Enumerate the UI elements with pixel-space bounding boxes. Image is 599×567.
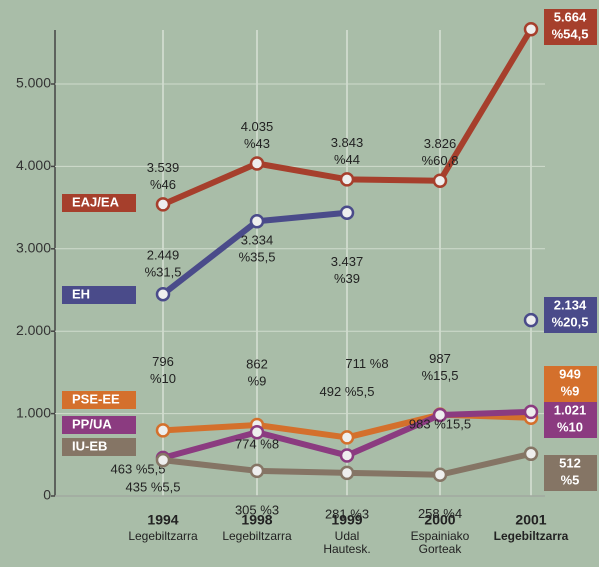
legend-label: EAJ/EA xyxy=(72,194,120,209)
value-label: %46 xyxy=(150,177,176,192)
value-label: 862 xyxy=(246,356,268,371)
data-point xyxy=(339,205,355,221)
data-point xyxy=(249,214,265,229)
end-value-label: %9 xyxy=(561,383,580,398)
legend-label: PSE-EE xyxy=(72,391,120,406)
value-label: 983 %15,5 xyxy=(409,416,471,431)
y-tick-label: 1.000 xyxy=(16,404,51,420)
end-value-label: 949 xyxy=(559,366,581,381)
x-sub-label: Gorteak xyxy=(419,542,463,556)
end-value-label: %10 xyxy=(557,419,583,434)
value-label: 281 %3 xyxy=(325,506,369,521)
y-tick-label: 4.000 xyxy=(16,157,51,173)
x-sub-label: Hautesk. xyxy=(323,542,370,556)
x-sub-label: Legebiltzarra xyxy=(128,529,198,543)
x-sub-label: Legebiltzarra xyxy=(494,529,569,543)
y-tick-label: 2.000 xyxy=(16,322,51,338)
data-point xyxy=(432,173,448,188)
value-label: 2.449 xyxy=(147,248,180,263)
value-label: 4.035 xyxy=(241,119,274,134)
data-point xyxy=(432,467,448,482)
value-label: %43 xyxy=(244,136,270,151)
end-label-box xyxy=(544,402,597,438)
data-point xyxy=(249,424,265,440)
y-tick-label: 5.000 xyxy=(16,75,51,91)
value-label: 435 %5,5 xyxy=(126,480,181,495)
data-point xyxy=(155,423,171,438)
data-point xyxy=(523,22,539,37)
data-point xyxy=(155,286,171,302)
data-point xyxy=(523,404,539,420)
value-label: %31,5 xyxy=(145,265,182,280)
end-value-label: %5 xyxy=(561,472,580,487)
x-tick-label: 2001 xyxy=(515,512,546,528)
value-label: 796 xyxy=(152,354,174,369)
end-label-box xyxy=(544,366,597,402)
value-label: 3.826 xyxy=(424,136,457,151)
value-label: 3.334 xyxy=(241,233,274,248)
value-label: %10 xyxy=(150,371,176,386)
x-sub-label: Espainiako xyxy=(411,529,470,543)
end-label-box xyxy=(544,455,597,491)
legend-tag xyxy=(62,286,136,304)
x-tick-label: 2000 xyxy=(424,512,455,528)
value-label: 3.437 xyxy=(331,254,364,269)
y-tick-label: 0 xyxy=(43,487,51,503)
end-value-label: 5.664 xyxy=(554,9,587,24)
value-label: 463 %5,5 xyxy=(111,461,166,476)
data-point xyxy=(155,197,171,212)
data-point xyxy=(339,448,355,463)
x-tick-label: 1994 xyxy=(147,512,178,528)
value-label: %9 xyxy=(248,373,267,388)
end-label-box xyxy=(544,9,597,45)
value-label: %35,5 xyxy=(239,250,276,265)
x-sub-label: Legebiltzarra xyxy=(222,529,292,543)
value-label: 258 %4 xyxy=(418,506,462,521)
end-value-label: %54,5 xyxy=(552,26,589,41)
data-point xyxy=(523,446,539,462)
legend-tag xyxy=(62,391,136,409)
legend-tag xyxy=(62,194,136,212)
legend-label: IU-EB xyxy=(72,438,107,453)
data-point xyxy=(249,463,265,479)
value-label: %44 xyxy=(334,152,360,167)
value-label: 305 %3 xyxy=(235,502,279,517)
value-label: 711 %8 xyxy=(345,356,388,371)
data-point xyxy=(523,312,539,328)
end-value-label: 1.021 xyxy=(554,402,587,417)
value-label: %60,8 xyxy=(422,153,459,168)
end-value-label: %20,5 xyxy=(552,314,589,329)
value-label: 3.843 xyxy=(331,135,364,150)
value-label: 774 %8 xyxy=(235,437,279,452)
y-tick-label: 3.000 xyxy=(16,240,51,256)
end-label-box xyxy=(544,297,597,333)
data-point xyxy=(155,452,171,468)
value-label: %15,5 xyxy=(422,368,459,383)
data-point xyxy=(339,172,355,187)
data-point xyxy=(339,430,355,445)
legend-tag xyxy=(62,416,136,434)
data-point xyxy=(249,156,265,171)
end-value-label: 512 xyxy=(559,455,581,470)
end-value-label: 2.134 xyxy=(554,297,587,312)
value-label: 3.539 xyxy=(147,160,180,175)
value-label: %39 xyxy=(334,271,360,286)
data-point xyxy=(432,407,448,423)
legend-tag xyxy=(62,438,136,456)
legend-label: EH xyxy=(72,286,90,301)
value-label: 492 %5,5 xyxy=(320,384,375,399)
data-point xyxy=(339,465,355,481)
x-tick-label: 1999 xyxy=(331,512,362,528)
x-tick-label: 1998 xyxy=(241,512,272,528)
value-label: 987 xyxy=(429,351,451,366)
legend-label: PP/UA xyxy=(72,416,112,431)
x-sub-label: Udal xyxy=(335,529,360,543)
